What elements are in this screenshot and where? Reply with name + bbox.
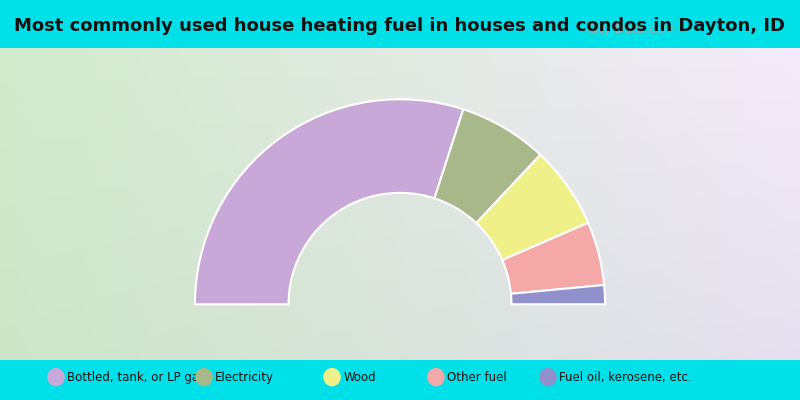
Ellipse shape — [427, 368, 445, 386]
Ellipse shape — [323, 368, 341, 386]
Wedge shape — [195, 99, 463, 304]
Wedge shape — [511, 285, 605, 304]
Text: Fuel oil, kerosene, etc.: Fuel oil, kerosene, etc. — [559, 371, 692, 384]
Wedge shape — [476, 155, 588, 260]
Wedge shape — [434, 109, 540, 223]
Text: Wood: Wood — [343, 371, 376, 384]
Text: Electricity: Electricity — [215, 371, 274, 384]
Text: Most commonly used house heating fuel in houses and condos in Dayton, ID: Most commonly used house heating fuel in… — [14, 17, 786, 35]
Ellipse shape — [47, 368, 65, 386]
Text: Bottled, tank, or LP gas: Bottled, tank, or LP gas — [67, 371, 206, 384]
Ellipse shape — [195, 368, 213, 386]
Ellipse shape — [539, 368, 557, 386]
Text: City-Data.com: City-Data.com — [586, 23, 676, 36]
Wedge shape — [502, 223, 604, 294]
Text: Other fuel: Other fuel — [447, 371, 507, 384]
